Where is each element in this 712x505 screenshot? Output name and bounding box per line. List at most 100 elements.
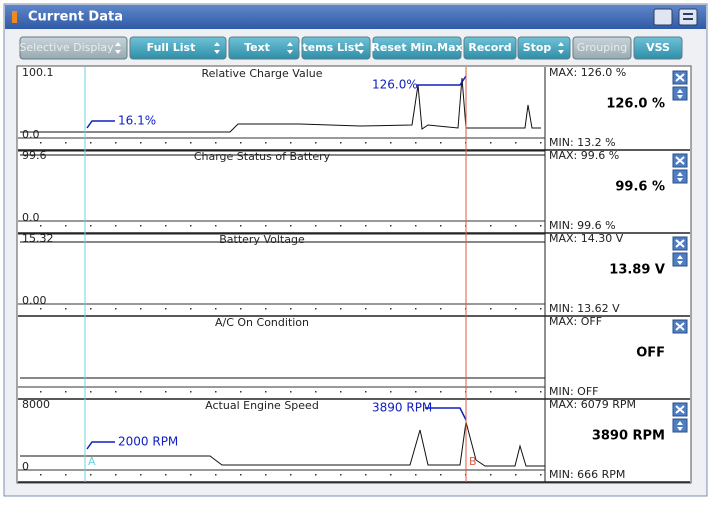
- max-value: MAX: 6079 RPM: [549, 398, 636, 411]
- grid-dot: [265, 474, 267, 476]
- grid-dot: [190, 142, 192, 144]
- grid-dot: [240, 308, 242, 310]
- grid-dot: [165, 474, 167, 476]
- grid-dot: [115, 225, 117, 227]
- toolbar-button[interactable]: [301, 36, 371, 60]
- max-value: MAX: 99.6 %: [549, 149, 619, 162]
- grid-dot: [40, 225, 42, 227]
- grid-dot: [90, 391, 92, 393]
- grid-dot: [215, 142, 217, 144]
- grid-dot: [365, 142, 367, 144]
- grid-dot: [490, 474, 492, 476]
- menu-button[interactable]: [678, 8, 698, 26]
- grid-dot: [90, 142, 92, 144]
- grid-dot: [415, 474, 417, 476]
- grid-dot: [40, 474, 42, 476]
- grid-dot: [240, 225, 242, 227]
- expand-button[interactable]: [672, 169, 688, 184]
- grid-dot: [215, 391, 217, 393]
- grid-dot: [115, 391, 117, 393]
- toolbar-button[interactable]: [372, 36, 462, 60]
- grid-dot: [290, 142, 292, 144]
- grid-dot: [415, 142, 417, 144]
- scale-top: 8000: [22, 398, 50, 411]
- grid-dot: [290, 391, 292, 393]
- grid-dot: [515, 391, 517, 393]
- grid-dot: [340, 391, 342, 393]
- grid-dot: [65, 474, 67, 476]
- scale-bottom: 0.0: [22, 211, 40, 224]
- toolbar-button-label: Full List: [147, 41, 196, 54]
- toolbar-button-label: Selective Display: [19, 41, 114, 54]
- retry-button[interactable]: [653, 8, 673, 26]
- grid-dot: [165, 391, 167, 393]
- grid-dot: [240, 391, 242, 393]
- expand-button[interactable]: [672, 86, 688, 101]
- toolbar-button[interactable]: [633, 36, 683, 60]
- annotation: 126.0%: [372, 78, 418, 92]
- grid-dot: [140, 474, 142, 476]
- grid-dot: [65, 308, 67, 310]
- grid-dot: [390, 308, 392, 310]
- cursor-label: B: [469, 455, 477, 468]
- grid-dot: [440, 225, 442, 227]
- expand-button[interactable]: [672, 418, 688, 433]
- grid-dot: [490, 308, 492, 310]
- grid-dot: [315, 225, 317, 227]
- current-value: 13.89 V: [609, 263, 665, 278]
- grid-dot: [340, 225, 342, 227]
- min-value: MIN: 13.62 V: [549, 302, 620, 315]
- spin-icon: [358, 42, 364, 54]
- title-icon: [12, 11, 17, 23]
- item-name: A/C On Condition: [215, 316, 309, 329]
- expand-icon: [677, 172, 683, 182]
- item-name: Battery Voltage: [219, 233, 305, 246]
- grid-dot: [540, 391, 542, 393]
- grid-dot: [140, 391, 142, 393]
- grid-dot: [190, 474, 192, 476]
- grid-dot: [440, 391, 442, 393]
- toolbar-button[interactable]: [517, 36, 571, 60]
- grid-dot: [515, 142, 517, 144]
- grid-dot: [315, 308, 317, 310]
- current-value: 126.0 %: [606, 97, 665, 112]
- grid-dot: [40, 308, 42, 310]
- grid-dot: [540, 308, 542, 310]
- item-name: Actual Engine Speed: [205, 399, 319, 412]
- grid-dot: [340, 474, 342, 476]
- scale-bottom: 0.0: [22, 128, 40, 141]
- current-value: 99.6 %: [615, 180, 665, 195]
- annotation-arrow: [425, 407, 467, 421]
- close-icon: [675, 156, 685, 165]
- grid-dot: [340, 142, 342, 144]
- scale-bottom: 0: [22, 460, 29, 473]
- annotation: 2000 RPM: [118, 435, 178, 449]
- expand-button[interactable]: [672, 252, 688, 267]
- annotation: 3890 RPM: [372, 401, 432, 415]
- grid-dot: [40, 391, 42, 393]
- grid-dot: [290, 225, 292, 227]
- toolbar-button-label: VSS: [646, 41, 670, 54]
- toolbar-button[interactable]: [228, 36, 300, 60]
- grid-dot: [290, 308, 292, 310]
- grid-dot: [265, 142, 267, 144]
- item-name: Relative Charge Value: [201, 67, 322, 80]
- grid-dot: [115, 474, 117, 476]
- toolbar-button[interactable]: [129, 36, 227, 60]
- grid-dot: [365, 474, 367, 476]
- grid-dot: [515, 474, 517, 476]
- grid-dot: [390, 142, 392, 144]
- min-value: MIN: 666 RPM: [549, 468, 625, 481]
- annotation-arrow: [417, 75, 467, 86]
- scale-top: 100.1: [22, 66, 54, 79]
- grid-dot: [415, 225, 417, 227]
- grid-dot: [415, 391, 417, 393]
- grid-dot: [115, 142, 117, 144]
- current-value: 3890 RPM: [592, 429, 665, 444]
- close-icon: [675, 405, 685, 414]
- toolbar-button-label: Text: [244, 41, 270, 54]
- scale-top: 15.32: [22, 232, 54, 245]
- toolbar-button[interactable]: [463, 36, 517, 60]
- close-icon: [675, 239, 685, 248]
